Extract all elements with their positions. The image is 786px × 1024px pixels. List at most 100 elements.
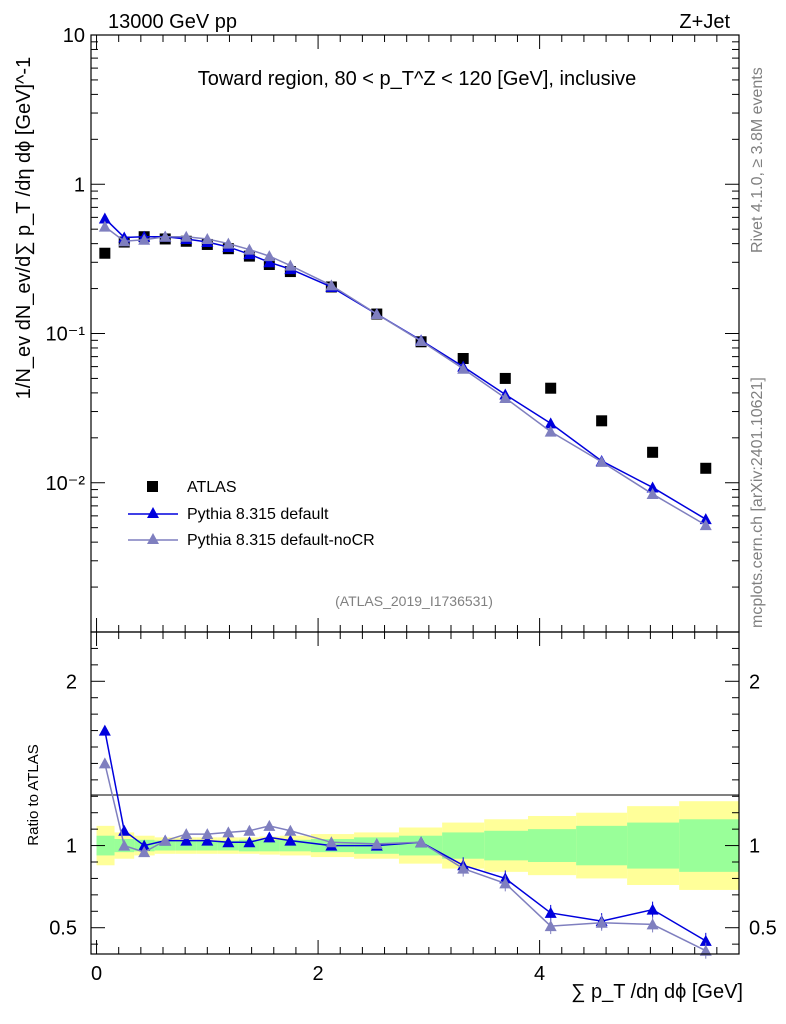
legend-marker-nocr (147, 533, 159, 544)
y-tick-label: 10⁻² (46, 473, 86, 495)
data-point-mc (284, 259, 297, 271)
data-point-atlas (545, 382, 557, 394)
ratio-point (646, 918, 659, 930)
main-panel: 10 1 10⁻¹ 10⁻² Toward region, 80 < p_T^Z < … (13, 25, 740, 633)
data-point-mc (646, 488, 659, 500)
analysis-tag: (ATLAS_2019_I1736531) (335, 593, 493, 609)
main-series (98, 212, 712, 531)
data-point-mc (222, 237, 235, 249)
ratio-tick-label: 2 (66, 671, 77, 693)
y-axis-label: 1/N_ev dN_ev/d∑ p_T /dη dϕ [GeV]^-1 (13, 57, 35, 399)
series-1 (98, 212, 712, 525)
ratio-point (222, 836, 235, 848)
data-point-mc (263, 250, 276, 262)
data-point-mc (118, 235, 131, 247)
series-line (104, 217, 707, 520)
data-point-mc (544, 417, 557, 429)
ratio-band-inner (484, 830, 528, 861)
ratio-point (243, 836, 256, 848)
data-point-atlas (457, 352, 469, 364)
ratio-tick-label-right: 1 (749, 836, 760, 858)
ratio-point (98, 724, 111, 736)
main-axis-ticks: 10 1 10⁻¹ 10⁻² (46, 25, 739, 632)
y-tick-label: 10 (63, 25, 85, 47)
mcplots-credit: mcplots.cern.ch [arXiv:2401.10621] (749, 377, 766, 628)
ratio-point (595, 916, 608, 928)
ratio-axis-ticks: 0.5 0.5 1 1 2 2 (49, 647, 777, 945)
ratio-series (98, 724, 712, 959)
x-axis-ticks: 0 2 4 (91, 632, 718, 985)
ratio-band-inner (627, 822, 680, 869)
ratio-point (699, 944, 712, 956)
ratio-tick-label: 1 (66, 836, 77, 858)
data-point-mc (544, 425, 557, 437)
x-tick-label: 0 (91, 963, 102, 985)
data-point-mc (201, 232, 214, 244)
data-point-atlas (499, 372, 511, 384)
data-point-mc (159, 230, 172, 242)
data-point-mc (98, 212, 111, 224)
header-left-label: 13000 GeV pp (108, 11, 237, 33)
legend-label-nocr: Pythia 8.315 default-noCR (187, 532, 375, 549)
ratio-series-2 (98, 757, 712, 959)
ratio-band-inner (96, 835, 115, 856)
x-tick-label: 2 (313, 963, 324, 985)
ratio-point (263, 831, 276, 843)
legend-label-atlas: ATLAS (187, 479, 237, 496)
data-point-atlas (596, 415, 608, 427)
ratio-point (415, 836, 428, 848)
ratio-point (544, 920, 557, 932)
ratio-point (180, 828, 193, 840)
data-point-mc (646, 481, 659, 493)
series-0 (99, 231, 712, 474)
ratio-point (544, 906, 557, 918)
data-point-mc (499, 391, 512, 403)
ratio-point (180, 834, 193, 846)
ratio-point (284, 834, 297, 846)
ratio-point (499, 877, 512, 889)
data-point-mc (325, 279, 338, 291)
ratio-band-inner (259, 839, 280, 852)
data-point-atlas (700, 462, 712, 474)
ratio-point (201, 828, 214, 840)
ratio-point (243, 824, 256, 836)
legend-marker-default (147, 507, 159, 518)
data-point-atlas (99, 247, 111, 259)
ratio-point (370, 837, 383, 849)
ratio-point (457, 862, 470, 874)
data-point-mc (595, 455, 608, 467)
rivet-credit: Rivet 4.1.0, ≥ 3.8M events (749, 67, 766, 253)
data-point-mc (699, 513, 712, 525)
ratio-tick-label-right: 2 (749, 671, 760, 693)
legend: ATLAS Pythia 8.315 default Pythia 8.315 … (128, 479, 375, 549)
ratio-point (699, 934, 712, 946)
ratio-point (325, 836, 338, 848)
ratio-point (263, 819, 276, 831)
data-point-mc (415, 335, 428, 347)
ratio-point (201, 834, 214, 846)
data-point-mc (138, 233, 151, 245)
ratio-point (138, 846, 151, 858)
ratio-point (646, 903, 659, 915)
ratio-point (138, 839, 151, 851)
ratio-point (159, 834, 172, 846)
ratio-band-inner (527, 829, 577, 862)
data-point-mc (263, 256, 276, 268)
data-point-mc (699, 519, 712, 531)
x-axis-label: ∑ p_T /dη dϕ [GeV] (571, 981, 743, 1003)
data-point-mc (98, 220, 111, 232)
ratio-axis-label: Ratio to ATLAS (25, 744, 42, 845)
ratio-tick-label-right: 0.5 (749, 918, 777, 940)
data-point-atlas (647, 446, 659, 458)
ratio-plot-frame (90, 631, 740, 955)
legend-label-default: Pythia 8.315 default (187, 506, 329, 523)
ratio-point (222, 826, 235, 838)
ratio-band-inner (442, 832, 485, 859)
data-point-mc (457, 362, 470, 374)
ratio-point (98, 757, 111, 769)
ratio-band-inner (576, 825, 628, 866)
ratio-point (118, 839, 131, 851)
data-point-mc (243, 243, 256, 255)
chart-title: Toward region, 80 < p_T^Z < 120 [GeV], i… (198, 68, 637, 90)
